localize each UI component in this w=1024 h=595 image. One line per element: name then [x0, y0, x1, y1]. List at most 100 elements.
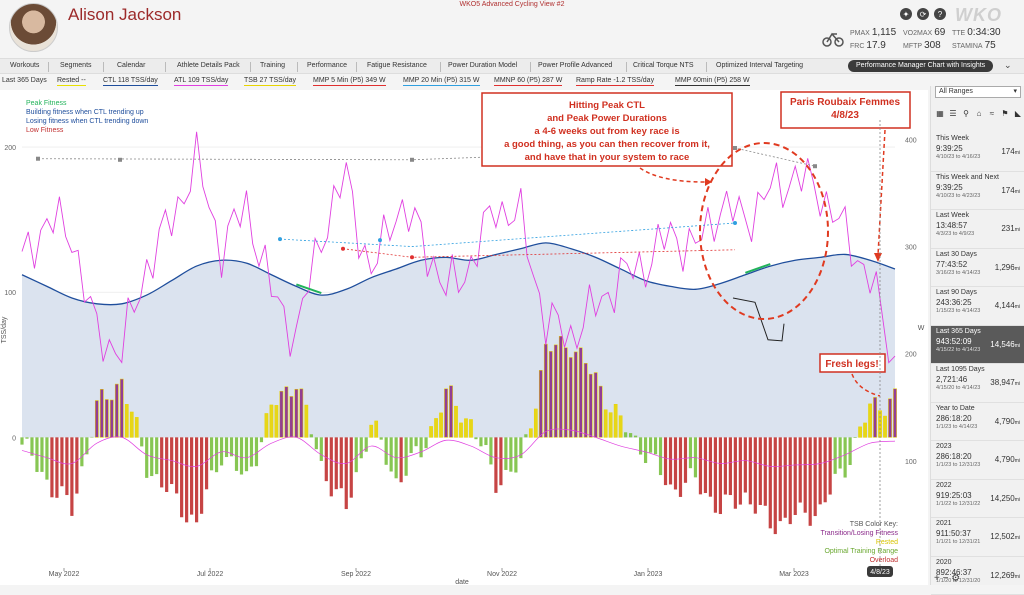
tsb-bar	[434, 418, 437, 437]
tsb-bar	[654, 437, 657, 454]
tsb-bar	[295, 389, 298, 437]
tsb-key-rested: Rested	[876, 539, 898, 546]
tab-performance-manager-chart[interactable]: Performance Manager Chart with Insights	[848, 60, 993, 72]
nav-optimized-interval[interactable]: Optimized Interval Targeting	[716, 62, 803, 69]
x-tick-label: Jan 2023	[634, 571, 663, 578]
range-select-value: All Ranges	[939, 88, 973, 95]
tsb-bar	[70, 437, 73, 516]
mmp5-marker	[341, 247, 345, 251]
metric-legend-bar: Last 365 Days Rested -- CTL 118 TSS/day …	[0, 77, 930, 90]
help-icon[interactable]: ?	[934, 8, 946, 20]
legend-tsb[interactable]: TSB 27 TSS/day	[244, 77, 296, 86]
tsb-bar	[559, 336, 562, 437]
tsb-bar	[265, 413, 268, 437]
nav-athlete-details[interactable]: Athlete Details Pack	[177, 62, 240, 69]
tsb-bar	[190, 437, 193, 514]
fresh-legs-callout-text: Fresh legs!	[825, 359, 878, 370]
legend-atl[interactable]: ATL 109 TSS/day	[174, 77, 228, 86]
range-item-label: Last 365 Days	[936, 328, 1020, 335]
legend-ctl[interactable]: CTL 118 TSS/day	[103, 77, 158, 86]
tsb-bar	[744, 437, 747, 492]
list-icon[interactable]: ☰	[948, 108, 958, 118]
tsb-bar	[689, 437, 692, 468]
nav-calendar[interactable]: Calendar	[117, 62, 145, 69]
legend-rested[interactable]: Rested --	[57, 77, 86, 86]
callout-line: a 4-6 weeks out from key race is	[534, 126, 679, 137]
y-axis-right-label: W	[918, 325, 925, 332]
tsb-bar	[275, 405, 278, 437]
nav-critical-torque[interactable]: Critical Torque NTS	[633, 62, 694, 69]
tools-icon[interactable]: ✦	[900, 8, 912, 20]
nav-power-duration-model[interactable]: Power Duration Model	[448, 62, 517, 69]
tsb-bar	[130, 412, 133, 437]
range-select[interactable]: All Ranges ▾	[935, 86, 1021, 98]
tsb-bar	[619, 416, 622, 438]
nav-segments[interactable]: Segments	[60, 62, 92, 69]
tsb-bar	[868, 404, 871, 437]
legend-mmp60[interactable]: MMP 60min (P5) 258 W	[675, 77, 750, 86]
tsb-bar	[829, 437, 832, 494]
y-tick-right: 100	[905, 459, 917, 466]
tsb-bar	[180, 437, 183, 517]
athlete-avatar[interactable]	[9, 3, 58, 52]
tsb-bar	[50, 437, 53, 497]
arrow-head-icon	[874, 253, 882, 262]
tsb-bar	[639, 437, 642, 454]
run-filter-icon[interactable]: ⌂	[974, 108, 984, 118]
range-item-distance: 174mi	[1001, 147, 1020, 156]
sync-icon[interactable]: ⟳	[917, 8, 929, 20]
legend-ramp-rate[interactable]: Ramp Rate -1.2 TSS/day	[576, 77, 654, 86]
swim-filter-icon[interactable]: ≈	[987, 108, 997, 118]
range-item-label: This Week and Next	[936, 174, 1020, 181]
nav-power-profile-advanced[interactable]: Power Profile Advanced	[538, 62, 612, 69]
tsb-bar	[195, 437, 198, 522]
range-item-distance: 231mi	[1001, 224, 1020, 233]
shoe-filter-icon[interactable]: ◣	[1013, 108, 1023, 118]
tsb-bar	[724, 437, 727, 494]
legend-mmp5[interactable]: MMP 5 Min (P5) 349 W	[313, 77, 386, 86]
tsb-bar	[599, 386, 602, 437]
nav-workouts[interactable]: Workouts	[10, 62, 39, 69]
tsb-bar	[65, 437, 68, 495]
grid-icon[interactable]: ▦	[935, 108, 945, 118]
nav-fatigue-resistance[interactable]: Fatigue Resistance	[367, 62, 427, 69]
bike-filter-icon[interactable]: ⚲	[961, 108, 971, 118]
range-item-label: Last Week	[936, 212, 1020, 219]
athlete-name[interactable]: Alison Jackson	[68, 5, 181, 25]
tsb-bar	[315, 437, 318, 449]
tsb-bar	[749, 437, 752, 504]
tsb-bar	[589, 374, 592, 437]
tsb-bar	[75, 437, 78, 493]
legend-mmnp60[interactable]: MMNP 60 (P5) 287 W	[494, 77, 562, 86]
tsb-bar	[305, 405, 308, 437]
chevron-down-icon[interactable]: ⌄	[1004, 60, 1012, 71]
tsb-bar	[424, 437, 427, 448]
remove-icon[interactable]: −	[943, 573, 949, 584]
nav-training[interactable]: Training	[260, 62, 285, 69]
tsb-bar	[355, 437, 358, 472]
legend-mmp20[interactable]: MMP 20 Min (P5) 315 W	[403, 77, 480, 86]
add-icon[interactable]: +	[934, 573, 940, 584]
race-date-label: 4/8/23	[870, 569, 890, 576]
strength-filter-icon[interactable]: ⚑	[1000, 108, 1010, 118]
callout-line: a good thing, as you can then recover fr…	[504, 139, 710, 150]
x-tick-label: May 2022	[49, 571, 80, 578]
nav-performance[interactable]: Performance	[307, 62, 347, 69]
range-item-label: Last 1095 Days	[936, 366, 1020, 373]
gear-icon[interactable]: ⚙	[951, 573, 960, 584]
